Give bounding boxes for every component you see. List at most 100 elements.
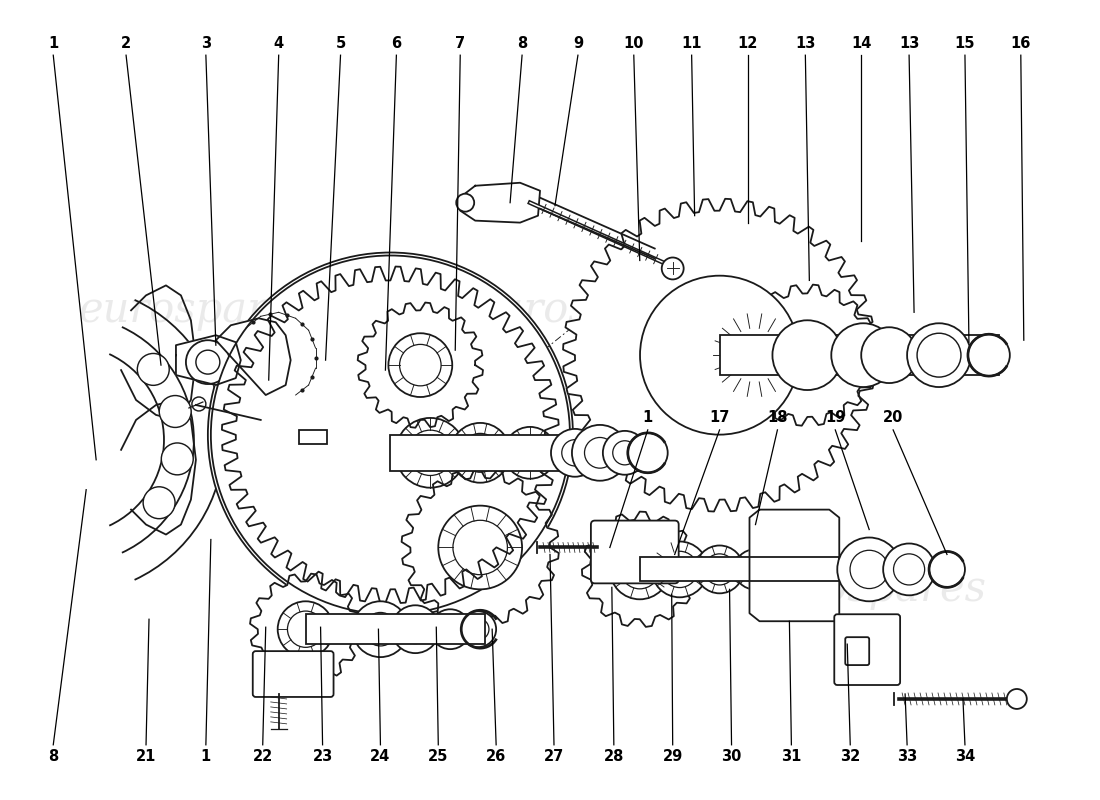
Circle shape (461, 434, 499, 472)
Text: 13: 13 (795, 36, 815, 50)
Circle shape (713, 314, 796, 397)
Circle shape (695, 546, 744, 594)
Circle shape (620, 550, 659, 589)
Circle shape (1006, 689, 1026, 709)
FancyBboxPatch shape (719, 335, 999, 375)
Circle shape (408, 430, 453, 475)
Circle shape (772, 320, 843, 390)
Text: 30: 30 (722, 750, 741, 764)
Circle shape (395, 418, 465, 488)
Circle shape (562, 440, 588, 466)
Circle shape (399, 344, 441, 386)
Polygon shape (358, 302, 483, 428)
Circle shape (186, 340, 230, 384)
FancyBboxPatch shape (390, 435, 650, 470)
Circle shape (430, 610, 470, 649)
Circle shape (438, 506, 522, 590)
Circle shape (138, 354, 169, 386)
Text: 22: 22 (253, 750, 273, 764)
FancyBboxPatch shape (298, 430, 327, 444)
Polygon shape (216, 318, 290, 395)
Circle shape (352, 602, 408, 657)
Circle shape (917, 334, 961, 377)
Circle shape (788, 336, 827, 374)
Circle shape (850, 550, 889, 589)
Circle shape (364, 613, 397, 646)
Circle shape (450, 423, 510, 482)
Circle shape (191, 397, 206, 411)
Circle shape (287, 611, 323, 647)
Text: 2: 2 (121, 36, 131, 50)
Text: 14: 14 (851, 36, 871, 50)
Text: 6: 6 (392, 36, 402, 50)
Circle shape (162, 443, 194, 475)
Text: 20: 20 (883, 410, 903, 426)
Circle shape (392, 606, 439, 653)
Circle shape (208, 253, 573, 618)
Circle shape (704, 554, 735, 585)
Text: 26: 26 (486, 750, 506, 764)
Circle shape (196, 350, 220, 374)
Text: 8: 8 (48, 750, 58, 764)
Circle shape (603, 431, 647, 474)
Circle shape (871, 337, 908, 374)
Circle shape (661, 551, 697, 587)
Circle shape (832, 323, 895, 387)
Text: 28: 28 (604, 750, 624, 764)
FancyBboxPatch shape (834, 614, 900, 685)
Text: 29: 29 (662, 750, 683, 764)
Text: 31: 31 (781, 750, 802, 764)
Text: 19: 19 (825, 410, 846, 426)
Text: 25: 25 (428, 750, 449, 764)
Polygon shape (222, 266, 559, 603)
Text: 13: 13 (899, 36, 920, 50)
Circle shape (893, 554, 925, 585)
Text: 5: 5 (336, 36, 345, 50)
Circle shape (651, 542, 707, 598)
Circle shape (456, 194, 474, 212)
Circle shape (878, 343, 901, 367)
Circle shape (727, 328, 782, 382)
FancyBboxPatch shape (253, 651, 333, 697)
Polygon shape (402, 469, 559, 626)
Polygon shape (749, 510, 839, 622)
Circle shape (843, 334, 884, 376)
Circle shape (930, 551, 965, 587)
Circle shape (388, 334, 452, 397)
Circle shape (741, 557, 768, 582)
Polygon shape (582, 512, 697, 627)
FancyBboxPatch shape (306, 614, 485, 644)
Circle shape (460, 611, 496, 647)
FancyBboxPatch shape (591, 521, 679, 583)
Text: 4: 4 (274, 36, 284, 50)
Circle shape (609, 539, 670, 599)
FancyBboxPatch shape (640, 558, 839, 582)
Polygon shape (250, 574, 361, 685)
Text: 21: 21 (135, 750, 156, 764)
Text: 10: 10 (624, 36, 644, 50)
Text: 33: 33 (896, 750, 917, 764)
Text: 34: 34 (955, 750, 975, 764)
Circle shape (613, 441, 637, 465)
Circle shape (514, 436, 547, 470)
Circle shape (735, 550, 774, 590)
Circle shape (584, 438, 615, 468)
Circle shape (402, 615, 430, 643)
Text: 12: 12 (737, 36, 758, 50)
Text: 8: 8 (517, 36, 527, 50)
Text: 27: 27 (543, 750, 564, 764)
Circle shape (778, 326, 837, 385)
Circle shape (968, 334, 1010, 376)
Circle shape (572, 425, 628, 481)
Circle shape (861, 327, 917, 383)
Text: 1: 1 (48, 36, 58, 50)
Polygon shape (737, 285, 878, 426)
Text: eurospares: eurospares (751, 568, 987, 610)
Circle shape (277, 602, 333, 657)
Circle shape (883, 543, 935, 595)
Circle shape (640, 276, 799, 434)
Circle shape (468, 618, 490, 640)
Polygon shape (176, 335, 241, 385)
Circle shape (628, 433, 668, 473)
Circle shape (453, 520, 507, 574)
